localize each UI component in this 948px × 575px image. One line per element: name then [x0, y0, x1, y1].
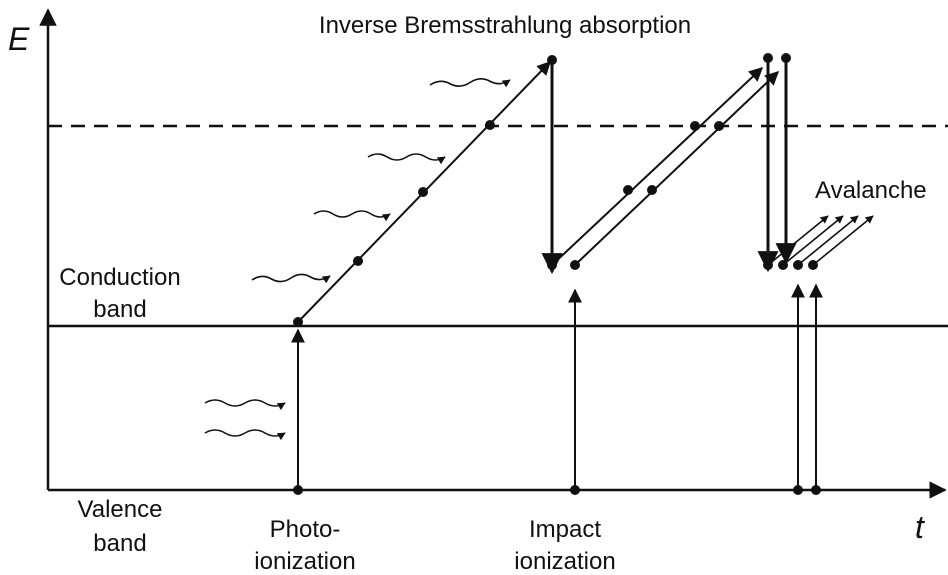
electron [793, 485, 803, 495]
electron [763, 260, 773, 270]
electron [293, 485, 303, 495]
electron [570, 485, 580, 495]
electron [353, 256, 363, 266]
electron [763, 53, 773, 63]
y-axis-label: E [8, 21, 30, 57]
arrow [574, 71, 780, 266]
electron [547, 55, 557, 65]
electron [811, 485, 821, 495]
electron [690, 121, 700, 131]
x-axis-label: t [915, 509, 925, 545]
label: ionization [254, 548, 355, 575]
arrow [551, 67, 764, 266]
label: Impact [529, 516, 601, 543]
label: Conduction [59, 264, 180, 291]
label: band [93, 530, 146, 557]
electron [793, 260, 803, 270]
electron [485, 120, 495, 130]
electron [293, 317, 303, 327]
arrow [812, 215, 874, 266]
photon [251, 273, 331, 284]
title: Inverse Bremsstrahlung absorption [319, 12, 691, 39]
photon [313, 210, 391, 222]
electron [808, 260, 818, 270]
electron [781, 53, 791, 63]
shapes [39, 8, 948, 499]
arrow [797, 215, 859, 266]
electron [570, 260, 580, 270]
photon [204, 399, 286, 411]
label: Photo- [270, 516, 341, 543]
photon [204, 429, 286, 441]
label: ionization [514, 548, 615, 575]
electron [418, 187, 428, 197]
electron [714, 121, 724, 131]
label: Valence [78, 496, 163, 523]
arrow [782, 215, 844, 266]
label: band [93, 296, 146, 323]
photon [367, 153, 446, 165]
electron [623, 185, 633, 195]
photon [429, 78, 511, 88]
electron [778, 260, 788, 270]
label: Avalanche [815, 177, 927, 204]
electron [647, 185, 657, 195]
electron [547, 260, 557, 270]
arrow [767, 215, 829, 266]
